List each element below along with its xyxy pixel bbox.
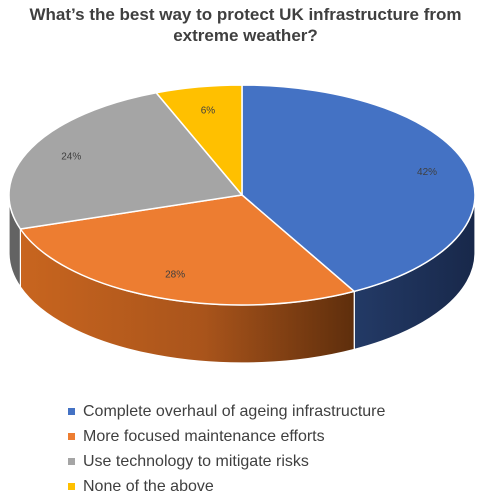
legend-item-maintenance: More focused maintenance efforts bbox=[68, 424, 385, 449]
pie-slice-technology bbox=[8, 91, 243, 230]
pie-slice-none bbox=[155, 84, 243, 196]
data-label-none: 6% bbox=[201, 105, 216, 116]
legend-item-none: None of the above bbox=[68, 474, 385, 499]
data-label-overhaul: 42% bbox=[417, 167, 437, 178]
legend-swatch-maintenance bbox=[68, 433, 75, 440]
legend-item-technology: Use technology to mitigate risks bbox=[68, 449, 385, 474]
legend-label-maintenance: More focused maintenance efforts bbox=[83, 427, 325, 445]
pie-slice-overhaul bbox=[241, 84, 476, 293]
chart-title: What’s the best way to protect UK infras… bbox=[29, 5, 462, 45]
legend-label-overhaul: Complete overhaul of ageing infrastructu… bbox=[83, 402, 386, 420]
legend-swatch-overhaul bbox=[68, 408, 75, 415]
data-label-maintenance: 28% bbox=[165, 269, 185, 280]
chart-legend: Complete overhaul of ageing infrastructu… bbox=[68, 399, 385, 499]
legend-label-technology: Use technology to mitigate risks bbox=[83, 452, 309, 470]
pie-slice-maintenance bbox=[19, 194, 355, 306]
legend-swatch-technology bbox=[68, 458, 75, 465]
legend-swatch-none bbox=[68, 483, 75, 490]
data-label-technology: 24% bbox=[61, 152, 81, 163]
legend-label-none: None of the above bbox=[83, 477, 214, 495]
legend-item-overhaul: Complete overhaul of ageing infrastructu… bbox=[68, 399, 385, 424]
